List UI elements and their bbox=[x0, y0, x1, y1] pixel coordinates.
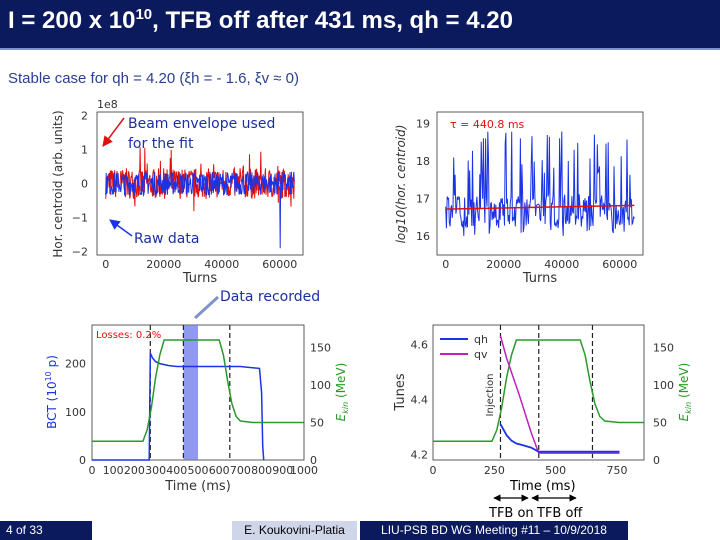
raw-data-label: Raw data bbox=[134, 231, 199, 247]
y-tick-label: 17 bbox=[416, 193, 430, 206]
y-right-tick-label: 100 bbox=[653, 379, 674, 392]
exponential-fit-line bbox=[445, 204, 635, 210]
x-tick-label: 0 bbox=[102, 258, 109, 271]
y-left-axis-label: Tunes bbox=[393, 373, 408, 411]
y-right-tick-label: 50 bbox=[310, 417, 324, 430]
x-tick-label: 400 bbox=[166, 464, 187, 477]
y-axis-label: log10(hor. centroid) bbox=[394, 125, 408, 244]
energy-series-line bbox=[433, 339, 644, 443]
y-right-tick-label: 150 bbox=[653, 342, 674, 355]
injection-label: Injection bbox=[485, 374, 496, 417]
tfb-off-label: TFB off bbox=[536, 506, 583, 521]
qv-series-line bbox=[499, 335, 620, 454]
y-left-tick-label: 100 bbox=[65, 406, 86, 419]
x-tick-label: 900 bbox=[272, 464, 293, 477]
y-tick-label: 2 bbox=[81, 109, 88, 122]
x-tick-label: 800 bbox=[251, 464, 272, 477]
losses-label: Losses: 0.2% bbox=[96, 330, 161, 341]
tunes-chart: 0 250 500 750 4.2 4.4 4.6 0 50 100 150 qh qv Injecti… bbox=[393, 324, 693, 477]
y-left-tick-label: 0 bbox=[79, 454, 86, 467]
x-axis-label: Turns bbox=[182, 271, 218, 286]
title-exponent: 10 bbox=[135, 6, 153, 23]
x-tick-label: 100 bbox=[103, 464, 124, 477]
x-tick-label: 500 bbox=[188, 464, 209, 477]
bct-series-line bbox=[92, 352, 265, 461]
x-tick-label: 600 bbox=[209, 464, 230, 477]
data-recorded-arrow bbox=[193, 295, 220, 320]
y-multiplier: 1e8 bbox=[97, 98, 118, 111]
page-number: 4 of 33 bbox=[0, 521, 92, 540]
y-left-tick-label: 200 bbox=[65, 358, 86, 371]
tau-annotation: τ = 440.8 ms bbox=[450, 118, 525, 131]
x-tick-label: 20000 bbox=[486, 258, 521, 271]
y-right-tick-label: 0 bbox=[310, 454, 317, 467]
x-tick-label: 40000 bbox=[544, 258, 579, 271]
y-tick-label: 16 bbox=[416, 230, 430, 243]
y-tick-label: 19 bbox=[416, 117, 430, 130]
x-tick-label: 300 bbox=[145, 464, 166, 477]
title-rest: , TFB off after 431 ms, qh = 4.20 bbox=[152, 7, 513, 34]
y-tick-label: −1 bbox=[72, 212, 88, 225]
x-tick-label: 750 bbox=[607, 464, 628, 477]
y-left-tick-label: 4.2 bbox=[411, 448, 429, 461]
beam-envelope-arrow bbox=[102, 117, 125, 147]
y-right-axis-label: Ekin (MeV) bbox=[677, 363, 693, 422]
x-tick-label: 0 bbox=[442, 258, 449, 271]
y-tick-label: 1 bbox=[81, 143, 88, 156]
title-main: I = 200 x 10 bbox=[8, 7, 136, 34]
legend-label: qv bbox=[474, 348, 488, 361]
x-tick-label: 700 bbox=[230, 464, 251, 477]
recorded-data-shading bbox=[183, 325, 198, 460]
x-tick-label: 60000 bbox=[602, 258, 637, 271]
x-tick-label: 40000 bbox=[204, 258, 239, 271]
beam-envelope-label-line2: for the fit bbox=[128, 136, 194, 152]
log-centroid-chart: 0 20000 40000 60000 16 17 18 19 τ = 440.8 ms Tu… bbox=[394, 111, 644, 286]
time-axis-label: Time (ms) bbox=[509, 479, 576, 494]
x-tick-label: 200 bbox=[124, 464, 145, 477]
tfb-on-label: TFB on bbox=[488, 506, 534, 521]
x-axis-label: Time (ms) bbox=[164, 479, 231, 494]
meeting-label: LIU-PSB BD WG Meeting #11 – 10/9/2018 bbox=[360, 521, 628, 540]
x-tick-label: 0 bbox=[430, 464, 437, 477]
raw-data-arrow bbox=[109, 219, 133, 237]
y-left-tick-label: 4.6 bbox=[411, 338, 429, 351]
y-right-tick-label: 150 bbox=[310, 342, 331, 355]
plot-frame bbox=[96, 111, 304, 256]
qh-series-line bbox=[499, 423, 620, 453]
y-tick-label: −2 bbox=[72, 246, 88, 259]
y-right-tick-label: 100 bbox=[310, 379, 331, 392]
y-right-axis-label: Ekin (MeV) bbox=[334, 363, 350, 422]
y-right-tick-label: 50 bbox=[653, 417, 667, 430]
x-tick-label: 20000 bbox=[146, 258, 181, 271]
energy-series-line bbox=[92, 339, 304, 443]
y-tick-label: 0 bbox=[81, 178, 88, 191]
y-right-tick-label: 0 bbox=[653, 454, 660, 467]
y-left-axis-label: BCT (1010 p) bbox=[44, 355, 59, 429]
x-axis-label: Turns bbox=[522, 271, 558, 286]
legend-label: qh bbox=[474, 333, 488, 346]
x-tick-label: 0 bbox=[89, 464, 96, 477]
slide-title: I = 200 x 1010, TFB off after 431 ms, qh… bbox=[8, 6, 513, 35]
data-recorded-label: Data recorded bbox=[220, 289, 320, 305]
plot-frame bbox=[436, 111, 644, 256]
bct-energy-chart: 0 100 200 300 400 500 600 700 800 900100001002000… bbox=[44, 324, 350, 494]
x-tick-label: 250 bbox=[484, 464, 505, 477]
x-tick-label: 500 bbox=[545, 464, 566, 477]
y-tick-label: 18 bbox=[416, 155, 430, 168]
y-axis-label: Hor. centroid (arb. units) bbox=[51, 110, 65, 257]
tunes-legend: qh qv bbox=[440, 333, 488, 361]
title-bar bbox=[0, 0, 720, 50]
slide-subtitle: Stable case for qh = 4.20 (ξh = - 1.6, ξ… bbox=[8, 70, 299, 87]
x-tick-label: 60000 bbox=[262, 258, 297, 271]
author-label: E. Koukovini-Platia bbox=[232, 521, 357, 540]
log-data-line bbox=[445, 131, 635, 236]
y-left-tick-label: 4.4 bbox=[411, 393, 429, 406]
raw-centroid-chart: 0 20000 40000 60000 −2 −1 0 1 2 1e8 Turns Hor. c… bbox=[51, 98, 304, 286]
beam-envelope-label-line1: Beam envelope used bbox=[128, 116, 275, 132]
raw-series-line bbox=[105, 170, 295, 249]
x-tick-label: 1000 bbox=[290, 464, 318, 477]
